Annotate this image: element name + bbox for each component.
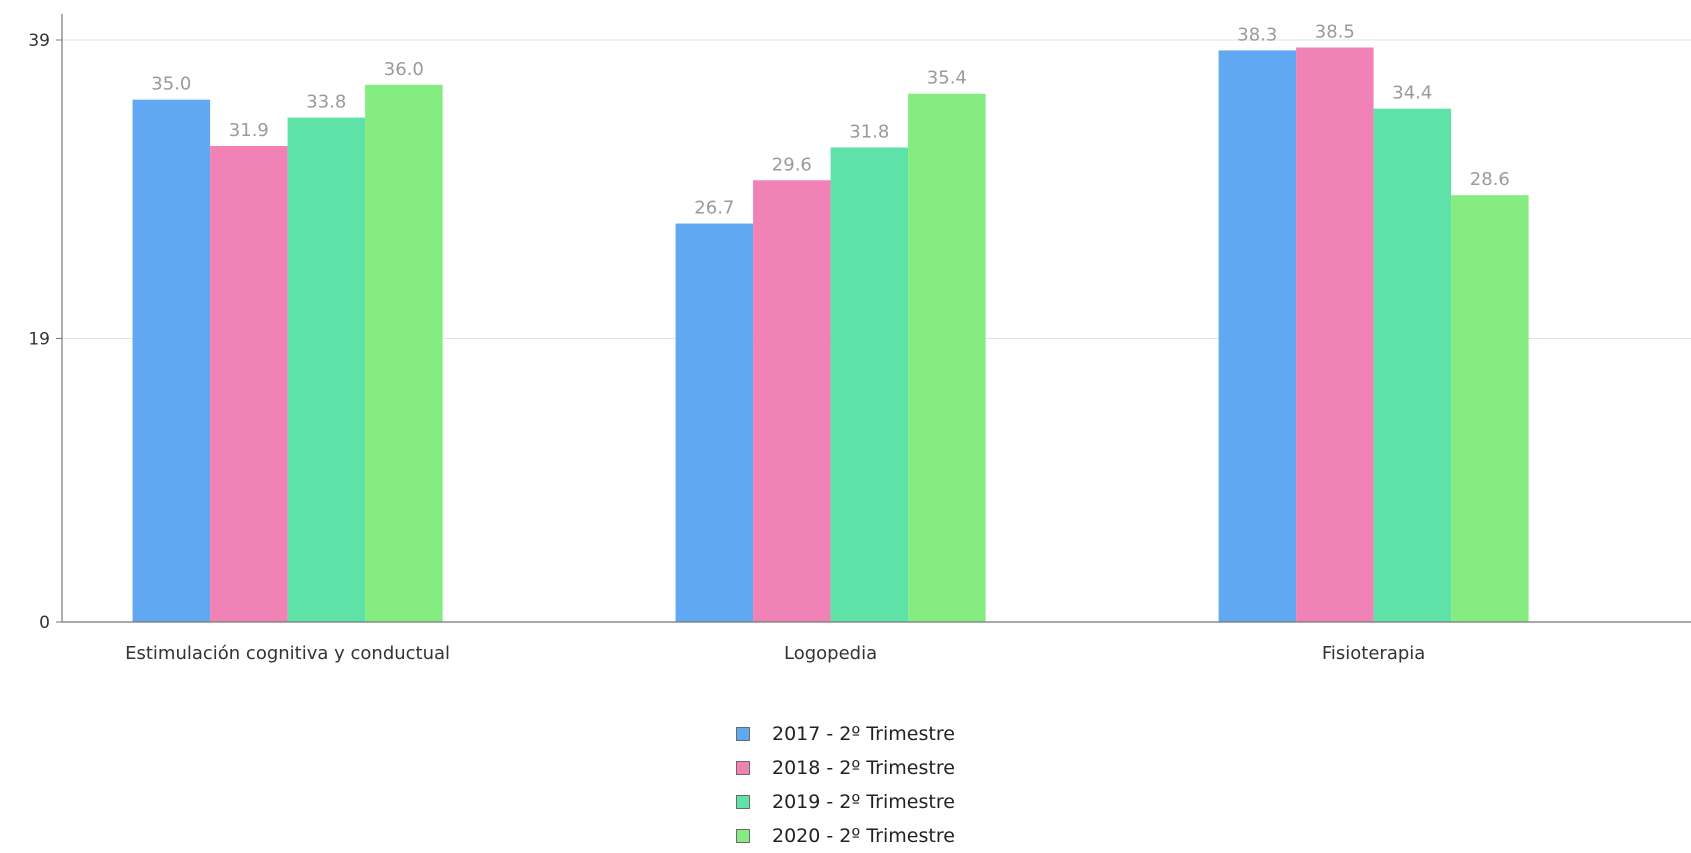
legend-item: 2018 - 2º Trimestre bbox=[736, 751, 955, 785]
bar bbox=[753, 180, 831, 622]
bar bbox=[1218, 50, 1297, 622]
bar bbox=[830, 147, 909, 622]
y-tick-label: 19 bbox=[28, 329, 50, 349]
x-category-label: Estimulación cognitiva y conductual bbox=[125, 643, 450, 664]
bars bbox=[132, 47, 1529, 623]
data-label: 26.7 bbox=[694, 198, 734, 219]
x-category-label: Logopedia bbox=[784, 643, 877, 664]
data-label: 34.4 bbox=[1392, 83, 1432, 104]
legend-label: 2018 - 2º Trimestre bbox=[772, 757, 955, 779]
data-label: 36.0 bbox=[384, 59, 424, 80]
legend-item: 2020 - 2º Trimestre bbox=[736, 819, 955, 853]
x-category-label: Fisioterapia bbox=[1322, 643, 1425, 664]
legend-item: 2017 - 2º Trimestre bbox=[736, 717, 955, 751]
legend-swatch bbox=[736, 761, 750, 775]
data-label: 29.6 bbox=[772, 154, 812, 175]
legend: 2017 - 2º Trimestre 2018 - 2º Trimestre 20… bbox=[736, 717, 955, 853]
data-label: 33.8 bbox=[306, 92, 346, 113]
bar-chart: 35.0 31.9 33.8 36.0 26.7 29.6 31.8 35.4 38.3 38.5… bbox=[28, 14, 1691, 664]
data-label: 31.8 bbox=[849, 121, 889, 142]
data-label: 38.3 bbox=[1237, 24, 1277, 45]
axes bbox=[56, 14, 1691, 623]
data-label: 35.0 bbox=[151, 74, 191, 95]
bar bbox=[365, 84, 443, 623]
y-tick-label: 39 bbox=[28, 31, 50, 51]
legend-label: 2019 - 2º Trimestre bbox=[772, 791, 955, 813]
bar bbox=[1451, 195, 1529, 622]
x-category-labels: Estimulación cognitiva y conductual Logop… bbox=[125, 643, 1425, 664]
legend-swatch bbox=[736, 829, 750, 843]
bar bbox=[675, 223, 754, 623]
legend-swatch bbox=[736, 795, 750, 809]
legend-label: 2017 - 2º Trimestre bbox=[772, 723, 955, 745]
data-label: 35.4 bbox=[927, 68, 967, 89]
bar bbox=[908, 93, 986, 622]
legend-swatch bbox=[736, 727, 750, 741]
bar bbox=[287, 117, 366, 622]
data-label: 31.9 bbox=[229, 120, 269, 141]
data-labels: 35.0 31.9 33.8 36.0 26.7 29.6 31.8 35.4 38.3 38.5… bbox=[151, 21, 1510, 218]
bar bbox=[1296, 47, 1374, 622]
y-tick-label: 0 bbox=[39, 613, 50, 633]
bar bbox=[210, 145, 288, 622]
legend-label: 2020 - 2º Trimestre bbox=[772, 825, 955, 847]
bar bbox=[1373, 108, 1452, 622]
data-label: 28.6 bbox=[1470, 169, 1510, 190]
data-label: 38.5 bbox=[1315, 21, 1355, 42]
y-tick-labels: 0 19 39 bbox=[28, 31, 50, 633]
legend-item: 2019 - 2º Trimestre bbox=[736, 785, 955, 819]
bar bbox=[132, 99, 211, 622]
